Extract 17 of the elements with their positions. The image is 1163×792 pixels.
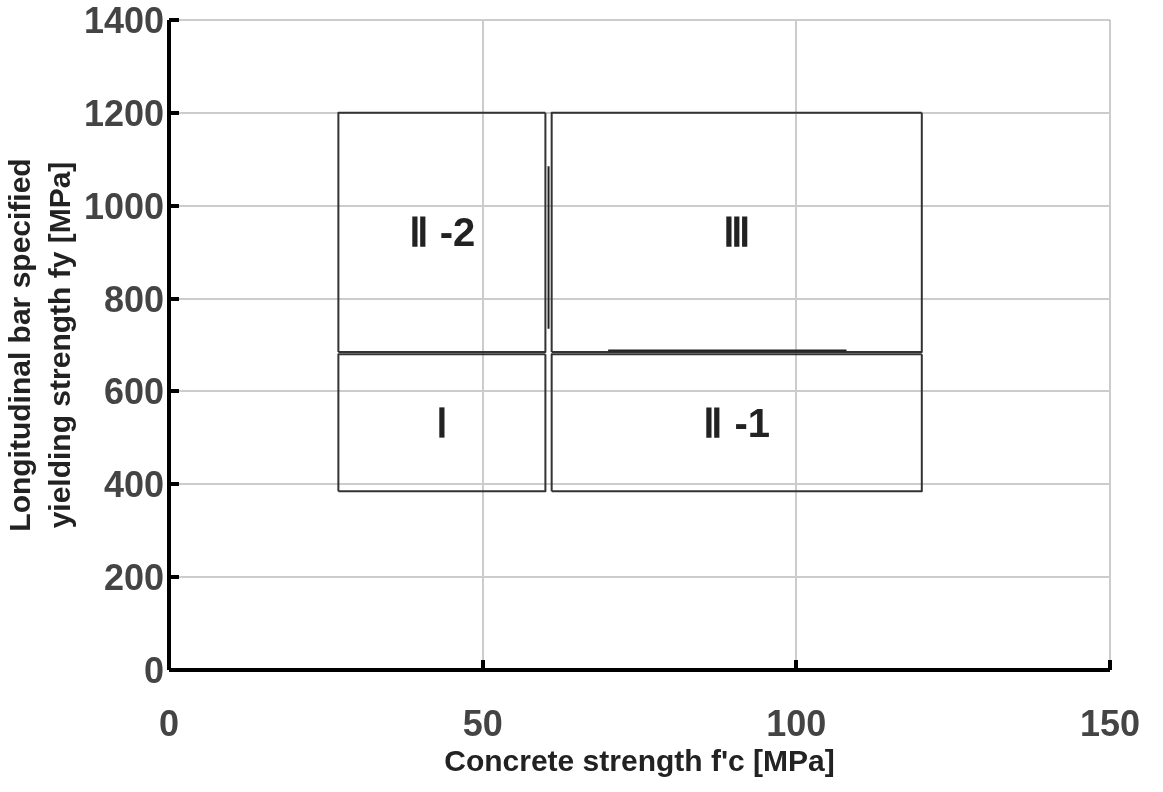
x-tick-label: 100 xyxy=(766,703,827,744)
y-tick-label: 800 xyxy=(103,278,165,320)
annotation: Ⅲ xyxy=(722,210,751,255)
y-axis-title: Longitudinal bar specified yielding strength fy [MPa] xyxy=(3,158,76,532)
y-tick-label: 200 xyxy=(103,557,165,599)
x-tick-label: 50 xyxy=(462,703,503,744)
y-tick-label: 400 xyxy=(103,464,165,506)
x-axis-title: Concrete strength f'c [MPa] xyxy=(444,744,835,777)
annotation: Ⅱ -1 xyxy=(703,400,771,445)
y-tick-label: 1000 xyxy=(83,185,165,227)
x-tick-label: 150 xyxy=(1079,703,1141,744)
annotation: Ⅱ -2 xyxy=(408,210,476,255)
y-tick-label: 1200 xyxy=(83,92,165,134)
y-tick-label: 600 xyxy=(103,371,165,413)
y-tick-label: 0 xyxy=(143,650,165,691)
y-tick-label: 1400 xyxy=(83,0,165,41)
annotation: Ⅰ xyxy=(435,400,448,445)
